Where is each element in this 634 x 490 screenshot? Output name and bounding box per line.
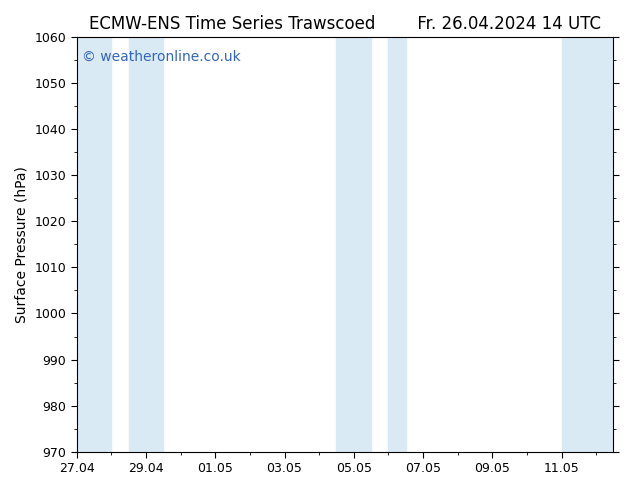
- Bar: [129, 37, 164, 452]
- Bar: [337, 37, 371, 452]
- Bar: [562, 37, 614, 452]
- Text: © weatheronline.co.uk: © weatheronline.co.uk: [82, 50, 241, 64]
- Bar: [77, 37, 112, 452]
- Title: ECMW-ENS Time Series Trawscoed        Fr. 26.04.2024 14 UTC: ECMW-ENS Time Series Trawscoed Fr. 26.04…: [89, 15, 601, 33]
- Bar: [389, 37, 406, 452]
- Y-axis label: Surface Pressure (hPa): Surface Pressure (hPa): [15, 166, 29, 323]
